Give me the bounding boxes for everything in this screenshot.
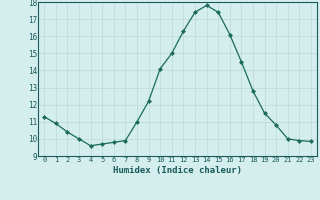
X-axis label: Humidex (Indice chaleur): Humidex (Indice chaleur) bbox=[113, 166, 242, 175]
